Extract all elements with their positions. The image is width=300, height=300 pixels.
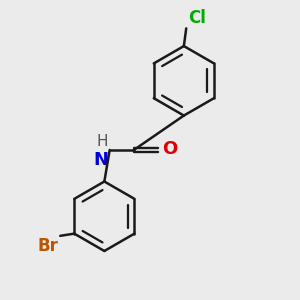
Text: O: O — [162, 140, 177, 158]
Text: Br: Br — [37, 237, 58, 255]
Text: N: N — [93, 152, 108, 169]
Text: H: H — [97, 134, 108, 148]
Text: Cl: Cl — [188, 9, 206, 27]
